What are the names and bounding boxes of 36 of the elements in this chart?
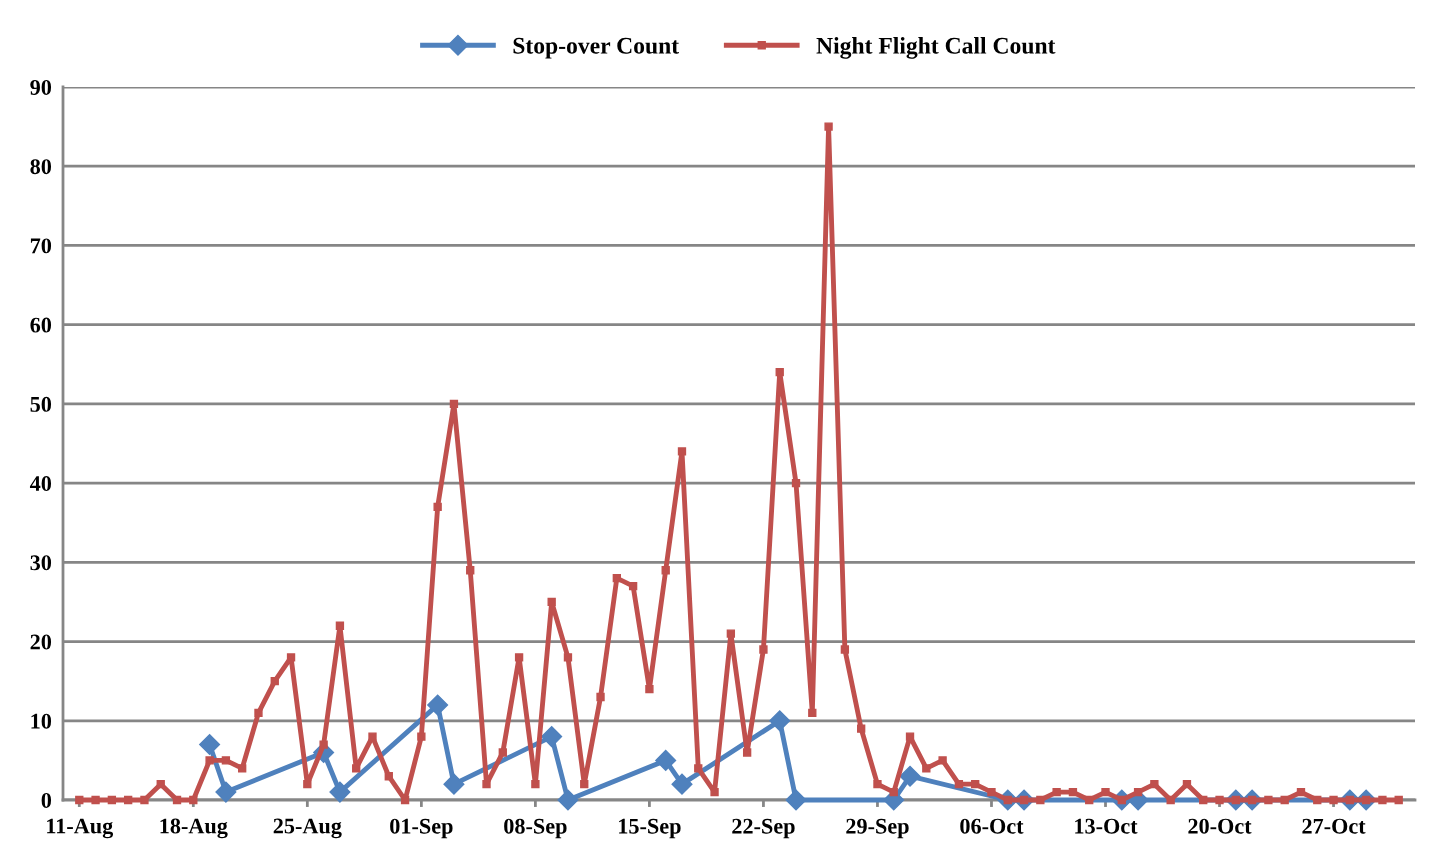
y-tick-label: 30 <box>30 555 52 571</box>
x-tick-label: 08-Sep <box>504 818 567 839</box>
x-tick-label: 11-Aug <box>47 818 114 839</box>
y-tick-label: 80 <box>30 159 52 175</box>
y-tick-label: 50 <box>30 396 52 412</box>
point <box>655 749 677 771</box>
point <box>443 773 465 795</box>
point <box>899 765 921 787</box>
y-tick-label: 60 <box>30 317 52 333</box>
y-tick-label: 40 <box>29 476 52 492</box>
point <box>671 773 693 795</box>
x-tick-label: 22-Sep <box>732 818 795 839</box>
x-tick-label: 29-Sep <box>846 818 909 839</box>
point <box>215 781 237 803</box>
x-tick-label: 18-Aug <box>160 818 228 839</box>
point <box>427 694 449 716</box>
point <box>557 789 579 811</box>
x-tick-label: 01-Sep <box>390 818 453 839</box>
y-tick-label: 20 <box>30 634 52 650</box>
point <box>769 710 791 732</box>
legend-label: Night Flight Call Count <box>816 37 1056 59</box>
x-tick-label: 15-Sep <box>619 818 681 839</box>
y-tick-label: 10 <box>31 713 52 729</box>
point <box>785 789 807 811</box>
x-tick-label: 20-Oct <box>1188 818 1252 834</box>
point <box>541 726 563 748</box>
point <box>329 781 351 803</box>
x-tick-label: 27-Oct <box>1302 818 1366 834</box>
x-tick-label: 13-Oct <box>1075 818 1138 834</box>
legend-label: Stop-over Count <box>513 37 679 59</box>
y-tick-label: 90 <box>30 79 52 95</box>
x-tick-label: 06-Oct <box>960 818 1024 834</box>
y-tick-label: 70 <box>30 238 52 254</box>
point <box>199 734 221 756</box>
y-tick-label: 0 <box>41 792 52 808</box>
x-tick-label: 25-Aug <box>273 818 342 839</box>
